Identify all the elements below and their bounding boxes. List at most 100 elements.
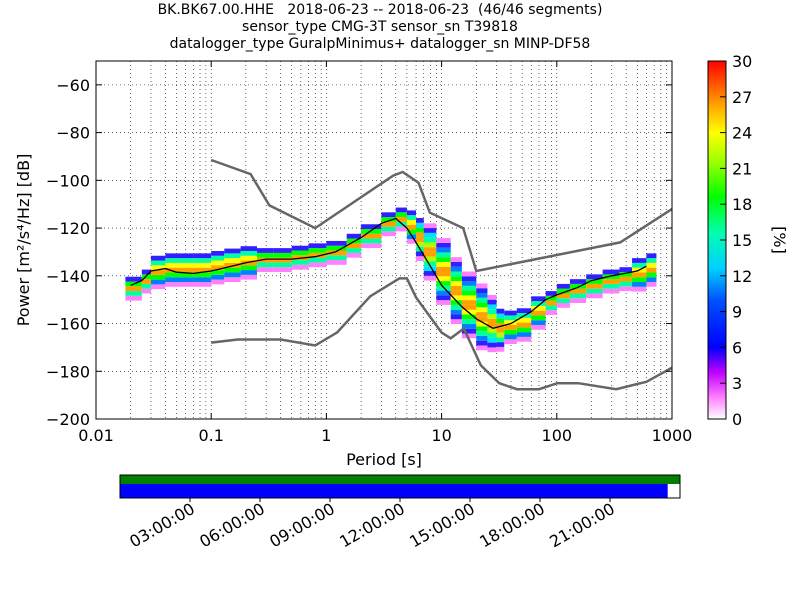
psd-band-cell — [461, 285, 477, 291]
psd-band-cell — [461, 304, 477, 310]
psd-band-cell — [381, 226, 396, 232]
psd-band-cell — [436, 276, 451, 282]
psd-band-cell — [395, 217, 407, 222]
colorbar-tick-label: 9 — [732, 303, 742, 322]
psd-band-cell — [476, 307, 488, 313]
psd-band-cell — [193, 253, 212, 259]
psd-band-cell — [395, 226, 407, 232]
psd-band-cell — [165, 272, 177, 278]
psd-band-cell — [461, 314, 477, 320]
psd-band-cell — [416, 222, 424, 228]
psd-band-cell — [406, 224, 417, 230]
psd-band-cell — [646, 277, 657, 283]
psd-band-cell — [496, 337, 505, 343]
psd-band-cell — [211, 250, 225, 256]
psd-band-cell — [141, 274, 151, 280]
psd-band-cell — [504, 334, 517, 340]
psd-band-cell — [361, 243, 382, 249]
chart-title-line-1: BK.BK67.00.HHE 2018-06-23 -- 2018-06-23 … — [157, 2, 603, 18]
psd-band-cell — [193, 272, 212, 278]
psd-band-cell — [476, 316, 488, 322]
psd-band-cell — [632, 286, 647, 292]
psd-band-cell — [632, 272, 647, 278]
psd-band-cell — [361, 233, 382, 239]
psd-band-cell — [450, 271, 462, 277]
psd-band-cell — [273, 248, 292, 253]
psd-band-cell — [602, 274, 620, 280]
psd-band-cell — [416, 237, 424, 242]
psd-band-cell — [646, 262, 657, 268]
y-tick-label: −80 — [56, 124, 90, 143]
psd-band-cell — [496, 346, 505, 352]
psd-band-cell — [496, 342, 505, 347]
psd-band-cell — [586, 293, 603, 299]
psd-band-cell — [504, 315, 517, 321]
psd-band-cell — [646, 258, 657, 263]
psd-density-band — [125, 207, 657, 353]
psd-band-cell — [461, 271, 477, 277]
psd-band-cell — [257, 257, 274, 263]
psd-band-cell — [423, 232, 437, 238]
psd-band-cell — [436, 266, 451, 272]
timeline-tick-label: 18:00:00 — [476, 499, 548, 551]
psd-band-cell — [211, 265, 225, 271]
psd-band-cell — [619, 276, 633, 282]
colorbar-label: [%] — [770, 226, 789, 254]
y-tick-label: −120 — [46, 219, 90, 238]
low-noise-model-line — [211, 277, 672, 391]
psd-band-cell — [487, 294, 497, 300]
psd-band-cell — [487, 309, 497, 314]
psd-band-cell — [545, 310, 557, 315]
psd-band-cell — [461, 290, 477, 296]
psd-band-cell — [273, 252, 292, 258]
colorbar-tick-label: 15 — [732, 231, 752, 250]
psd-band-cell — [531, 301, 546, 306]
psd-band-cell — [646, 272, 657, 278]
psd-band-cell — [450, 295, 462, 301]
y-tick-label: −180 — [46, 362, 90, 381]
psd-band-cell — [504, 324, 517, 330]
psd-band-cell — [436, 295, 451, 301]
psd-band-cell — [416, 232, 424, 238]
psd-band-cell — [436, 281, 451, 286]
psd-band-cell — [423, 247, 437, 252]
psd-band-cell — [646, 282, 657, 287]
plot-frame — [95, 60, 673, 420]
psd-band-cell — [291, 264, 309, 270]
psd-band-cell — [487, 333, 497, 338]
psd-band-cell — [569, 288, 587, 294]
psd-band-cell — [476, 321, 488, 327]
psd-band-cell — [423, 242, 437, 248]
psd-band-cell — [632, 258, 647, 263]
psd-band-cell — [450, 309, 462, 315]
psd-band-cell — [450, 266, 462, 272]
psd-band-cell — [496, 313, 505, 319]
y-axis-ticks: −60 −80 −100 −120 −140 −160 −180 −200 — [46, 76, 672, 429]
psd-band-cell — [476, 326, 488, 332]
psd-band-cell — [211, 279, 225, 285]
y-axis-label: Power [m²/s⁴/Hz] [dB] — [14, 154, 33, 327]
psd-band-cell — [273, 262, 292, 268]
timeline-coverage-bar — [120, 484, 668, 498]
psd-band-cell — [308, 257, 327, 263]
psd-band-cell — [423, 228, 437, 233]
psd-band-cell — [150, 284, 166, 290]
psd-band-cell — [141, 269, 151, 275]
x-axis-ticks: 0.01 0.1 1 10 100 1000 — [78, 61, 692, 445]
psd-band-cell — [496, 327, 505, 333]
psd-band-cell — [487, 304, 497, 310]
psd-band-cell — [165, 262, 177, 268]
psd-band-cell — [619, 286, 633, 292]
psd-band-cell — [476, 297, 488, 303]
colorbar-tick-label: 12 — [732, 267, 752, 286]
colorbar-tick-label: 30 — [732, 52, 752, 71]
psd-band-cell — [257, 252, 274, 258]
psd-band-cell — [556, 283, 570, 289]
psd-band-cell — [395, 221, 407, 227]
psd-band-cell — [531, 305, 546, 311]
psd-band-cell — [361, 229, 382, 234]
psd-band-cell — [326, 245, 347, 251]
psd-band-cell — [436, 238, 451, 243]
psd-band-cell — [224, 267, 241, 273]
psd-band-cell — [450, 285, 462, 291]
